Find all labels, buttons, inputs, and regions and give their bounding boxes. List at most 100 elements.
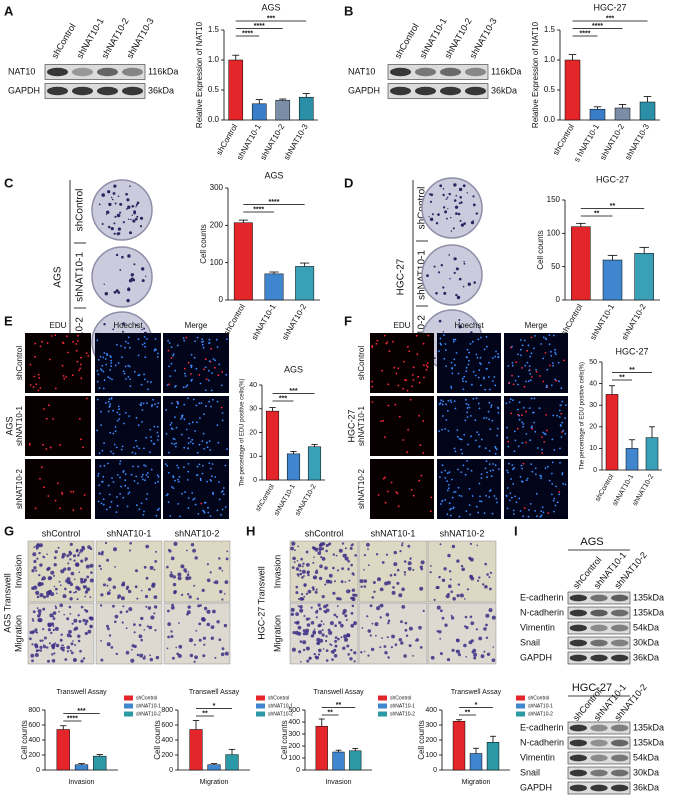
colony: [139, 216, 144, 220]
nucleus: [194, 503, 197, 506]
micrograph: [163, 602, 231, 665]
nucleus: [555, 379, 558, 382]
nucleus: [109, 403, 112, 406]
cell: [375, 553, 379, 556]
nucleus: [105, 363, 108, 366]
column-label: shControl: [305, 528, 344, 538]
nucleus: [530, 376, 533, 378]
cell: [334, 580, 336, 583]
nucleus: [198, 463, 201, 466]
cell: [333, 654, 338, 658]
nucleus: [510, 478, 512, 480]
bar: [275, 99, 291, 121]
bar: [286, 453, 301, 481]
cell: [63, 567, 67, 571]
nucleus: [177, 467, 180, 469]
y-tick-label: 20: [249, 429, 257, 436]
nucleus: [191, 421, 194, 424]
cell: [292, 631, 296, 635]
cell: [332, 591, 336, 595]
cell: [369, 604, 373, 608]
nucleus: [506, 507, 509, 510]
cell: [419, 586, 424, 591]
nucleus: [115, 446, 118, 449]
cell: [296, 560, 299, 562]
cell: [221, 647, 225, 651]
nucleus: [474, 374, 477, 377]
y-tick-label: 300: [210, 183, 224, 192]
nucleus: [204, 358, 207, 361]
nucleus: [124, 484, 127, 487]
nucleus: [187, 470, 190, 473]
nucleus: [70, 490, 72, 493]
cell: [468, 640, 473, 645]
nucleus: [523, 339, 526, 342]
cell: [391, 590, 396, 595]
bar: [189, 729, 203, 771]
nucleus: [551, 461, 554, 464]
nucleus: [533, 397, 536, 400]
nucleus: [131, 451, 134, 454]
micrograph: [370, 333, 434, 393]
cell: [73, 658, 76, 661]
nucleus: [548, 343, 551, 346]
group-label: shControl: [357, 346, 366, 380]
y-tick-label: 1.0: [208, 55, 220, 64]
cell: [223, 593, 226, 595]
nucleus: [551, 493, 553, 496]
x-label: Migration: [200, 779, 229, 786]
colony: [129, 231, 132, 235]
significance-label: **: [594, 210, 600, 217]
cell: [80, 559, 84, 563]
nucleus: [222, 487, 225, 489]
cell: [193, 643, 196, 646]
y-axis-label: The percentage of EDU positive cells(%): [580, 362, 586, 470]
nucleus: [393, 366, 396, 369]
cell: [393, 562, 398, 567]
nucleus: [554, 348, 556, 351]
row-label: Migration: [13, 615, 23, 652]
nucleus: [202, 340, 205, 343]
cell: [450, 616, 455, 620]
nucleus: [528, 509, 530, 511]
nucleus: [190, 365, 193, 367]
nucleus: [103, 379, 106, 382]
nucleus: [216, 424, 219, 426]
nucleus: [222, 490, 224, 492]
cell: [69, 542, 73, 547]
cell: [203, 606, 208, 611]
nucleus: [561, 473, 564, 476]
nucleus: [534, 510, 537, 512]
y-tick-label: 0.5: [208, 85, 220, 94]
blot-row-label: NAT10: [348, 66, 375, 76]
cell: [338, 597, 342, 601]
blot-row-label: GAPDH: [520, 652, 552, 662]
cell: [314, 570, 319, 574]
nucleus: [418, 414, 420, 417]
cell: [484, 562, 488, 566]
cell: [290, 546, 294, 551]
cell: [151, 582, 156, 587]
cell: [352, 573, 355, 576]
nucleus: [157, 480, 159, 483]
cell: [291, 566, 295, 569]
nucleus: [172, 353, 175, 355]
chart-title: HGC-27: [596, 174, 629, 184]
nucleus: [67, 351, 69, 354]
nucleus: [224, 464, 227, 467]
cell: [34, 628, 38, 632]
significance-label: **: [327, 709, 333, 716]
colony: [429, 217, 434, 221]
nucleus: [483, 348, 486, 351]
nucleus: [544, 467, 547, 470]
cell: [422, 609, 425, 613]
legend-swatch: [256, 703, 265, 709]
colony: [141, 279, 145, 283]
column-label: Hoechst: [113, 321, 143, 330]
nucleus: [100, 410, 102, 413]
nucleus: [202, 432, 205, 435]
nucleus: [121, 445, 124, 448]
nucleus: [142, 473, 144, 476]
cell: [127, 589, 132, 594]
nucleus: [123, 422, 125, 425]
